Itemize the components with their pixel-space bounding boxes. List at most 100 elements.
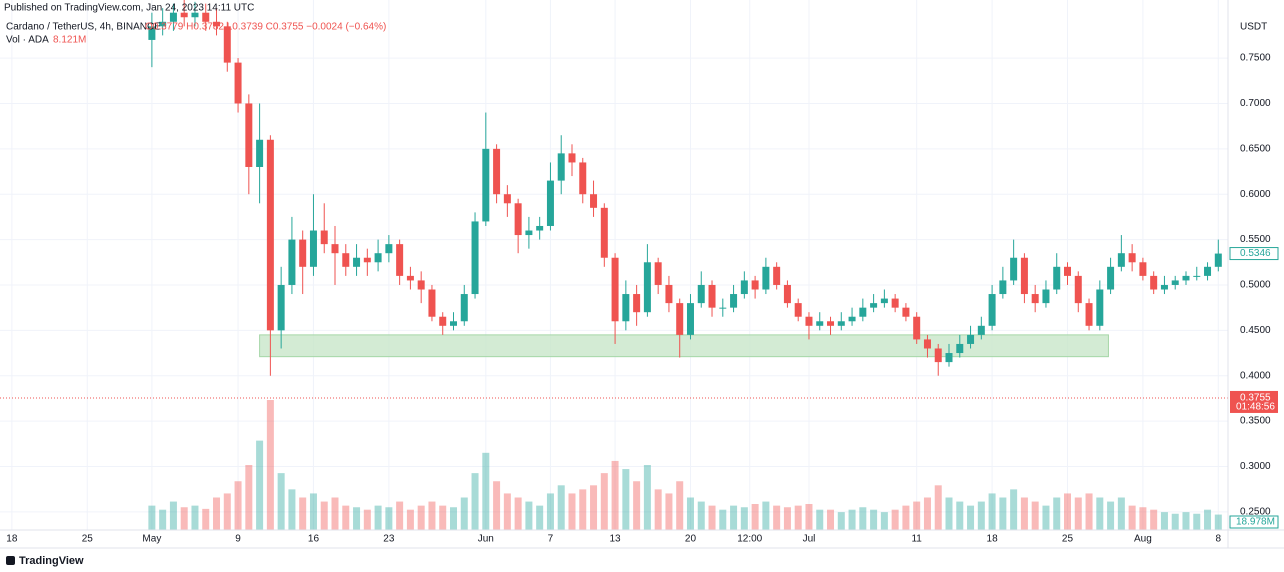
y-tick-label: 0.2500 xyxy=(1240,506,1271,517)
volume-bar xyxy=(331,497,339,530)
volume-bar xyxy=(923,497,931,530)
volume-bar xyxy=(1085,493,1093,530)
candle-body xyxy=(191,12,199,18)
x-tick-label: 7 xyxy=(548,534,554,545)
x-tick-label: 25 xyxy=(1062,534,1074,545)
volume-bar xyxy=(363,509,371,530)
candle-body xyxy=(374,253,382,263)
candle-body xyxy=(309,230,317,267)
candle-body xyxy=(223,26,231,63)
candle-body xyxy=(730,294,738,308)
candle-body xyxy=(708,284,716,308)
candle-body xyxy=(288,239,296,285)
volume-bar xyxy=(600,473,608,530)
volume-bar xyxy=(503,493,511,530)
candle-body xyxy=(148,26,156,40)
x-tick-label: 13 xyxy=(610,534,622,545)
volume-bar xyxy=(449,507,457,530)
candle-body xyxy=(396,244,404,276)
y-tick-label: 0.3500 xyxy=(1240,416,1271,427)
x-tick-label: 8 xyxy=(1216,534,1222,545)
volume-bar xyxy=(827,509,835,530)
candle-body xyxy=(1214,253,1222,267)
candle-body xyxy=(751,280,759,290)
volume-bar xyxy=(870,509,878,530)
candle-body xyxy=(977,325,985,335)
volume-bar xyxy=(622,469,630,530)
volume-bar xyxy=(579,489,587,530)
volume-bar xyxy=(880,512,888,530)
ohlc-text: O0.3779 H0.3782 L0.3739 C0.3755 −0.0024 … xyxy=(145,22,386,33)
candle-body xyxy=(762,266,770,290)
candle-body xyxy=(816,321,824,326)
volume-bar xyxy=(396,501,404,530)
candle-body xyxy=(439,316,447,326)
volume-bar xyxy=(1074,497,1082,530)
candle-body xyxy=(180,12,188,18)
candle-body xyxy=(600,207,608,258)
volume-bar xyxy=(686,497,694,530)
candle-body xyxy=(611,257,619,322)
volume-bar xyxy=(417,505,425,530)
volume-bar xyxy=(309,493,317,530)
volume-bar xyxy=(848,509,856,530)
candle-body xyxy=(482,148,490,222)
x-tick-label: 12:00 xyxy=(737,534,762,545)
volume-bar xyxy=(967,505,975,530)
candle-body xyxy=(891,298,899,308)
candle-body xyxy=(159,21,167,27)
candle-body xyxy=(827,321,835,326)
logo-icon xyxy=(6,556,15,565)
last-close-label: 0.5346 xyxy=(1240,248,1271,259)
volume-bar xyxy=(1096,497,1104,530)
candle-body xyxy=(417,280,425,290)
volume-bar xyxy=(320,501,328,530)
volume-bar xyxy=(945,497,953,530)
candle-body xyxy=(967,334,975,344)
candle-body xyxy=(363,257,371,263)
candle-body xyxy=(805,316,813,326)
volume-bar xyxy=(794,505,802,530)
candle-body xyxy=(643,262,651,313)
x-tick-label: Aug xyxy=(1134,534,1152,545)
volume-bar xyxy=(805,504,813,530)
volume-bar xyxy=(891,509,899,530)
candle-body xyxy=(1063,266,1071,276)
candle-body xyxy=(913,316,921,340)
volume-bar xyxy=(730,505,738,530)
volume-bar xyxy=(590,485,598,530)
volume-bar xyxy=(180,507,188,530)
volume-bar xyxy=(1139,507,1147,530)
candle-body xyxy=(1074,275,1082,304)
volume-bar xyxy=(633,481,641,530)
volume-bar xyxy=(471,473,479,530)
volume-bar xyxy=(256,440,264,530)
volume-bar xyxy=(611,460,619,530)
candle-body xyxy=(385,244,393,254)
candle-body xyxy=(1107,266,1115,290)
x-tick-label: May xyxy=(142,534,161,545)
volume-bar xyxy=(374,505,382,530)
candle-body xyxy=(536,225,544,231)
candle-body xyxy=(557,153,565,181)
candle-body xyxy=(1020,257,1028,295)
volume-bar xyxy=(299,497,307,530)
volume-bar xyxy=(406,509,414,530)
candle-body xyxy=(277,284,285,331)
volume-bar xyxy=(902,505,910,530)
volume-bar xyxy=(816,509,824,530)
zone-layer xyxy=(259,334,1109,358)
volume-bar xyxy=(1117,497,1125,530)
volume-bar xyxy=(266,400,274,530)
volume-bar xyxy=(546,493,554,530)
volume-bar xyxy=(1150,509,1158,530)
x-tick-label: Jul xyxy=(803,534,816,545)
volume-bar xyxy=(643,465,651,530)
candle-body xyxy=(1193,275,1201,277)
candle-body xyxy=(837,321,845,326)
candle-body xyxy=(1182,275,1190,281)
volume-bar xyxy=(1053,497,1061,530)
x-tick-label: 23 xyxy=(383,534,395,545)
y-tick-label: 0.7000 xyxy=(1240,98,1271,109)
